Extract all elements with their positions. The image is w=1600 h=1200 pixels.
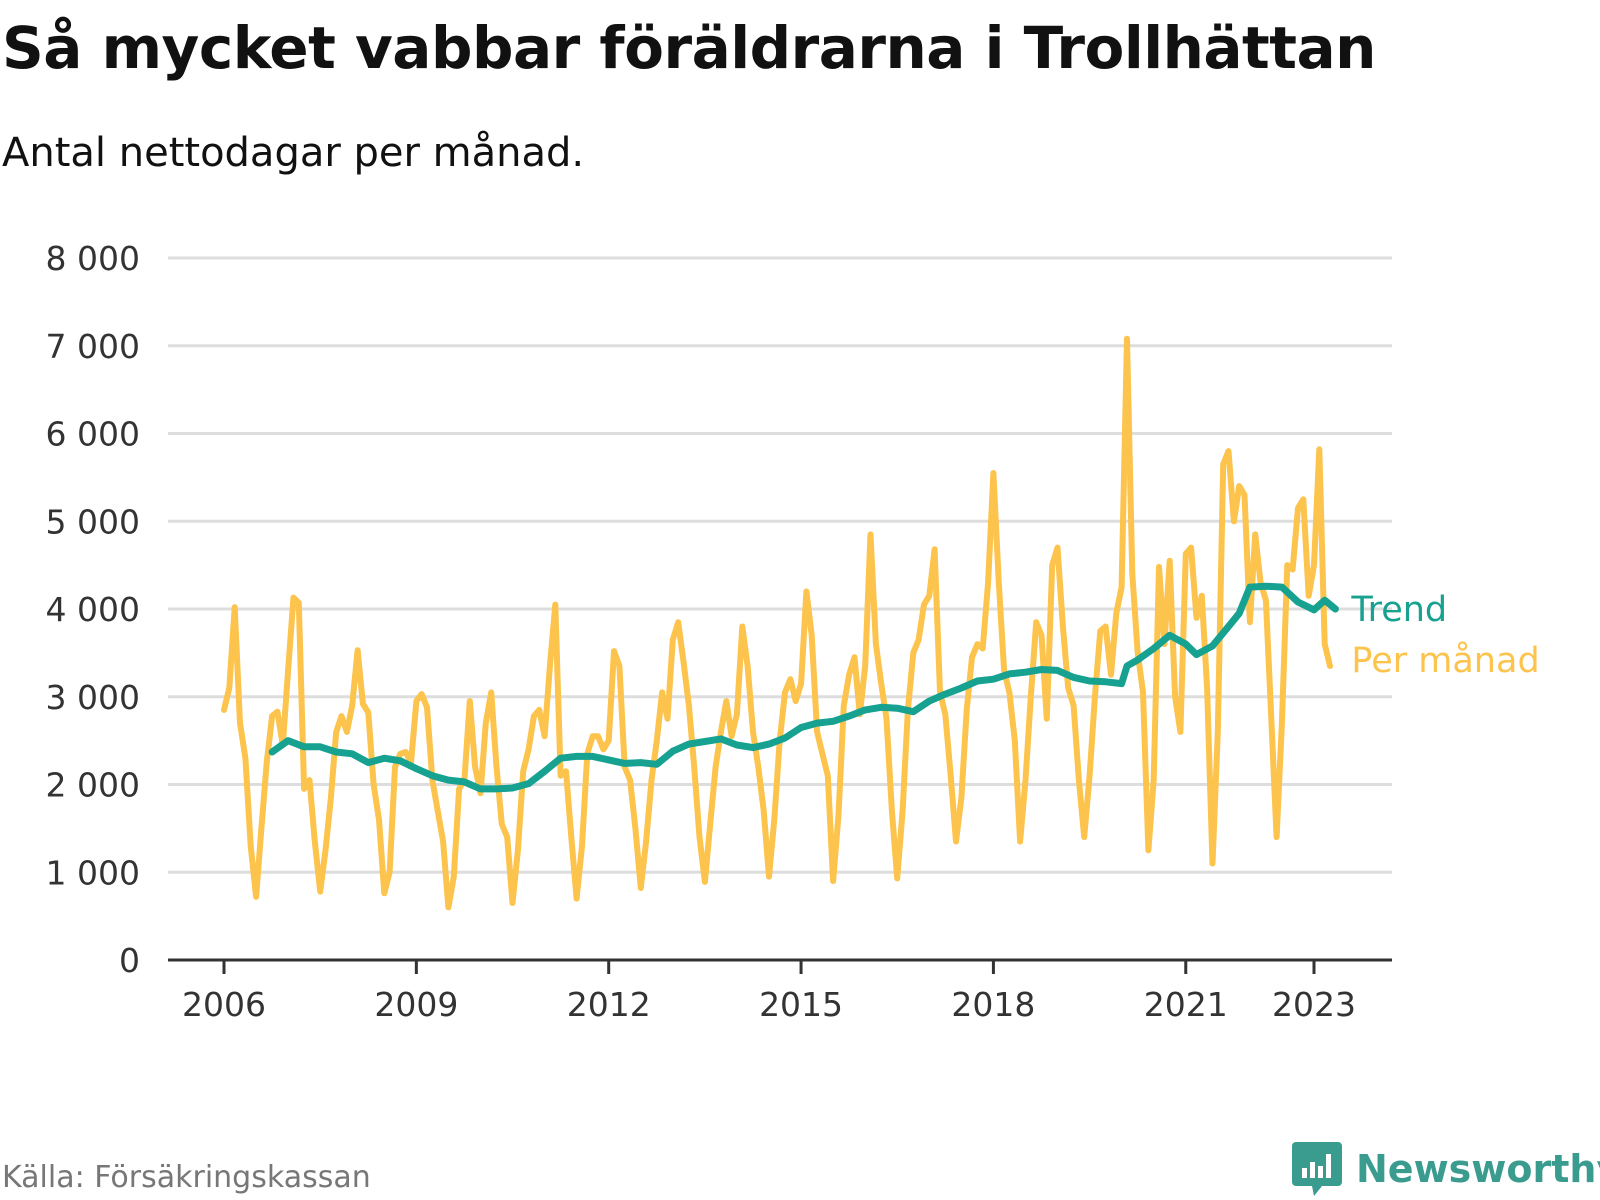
chart-subtitle: Antal nettodagar per månad. bbox=[2, 130, 585, 176]
inline-legend: Trend Per månad bbox=[1350, 590, 1539, 681]
x-tick-label: 2012 bbox=[567, 985, 651, 1024]
y-tick-label: 5 000 bbox=[46, 502, 140, 541]
y-tick-label: 7 000 bbox=[46, 327, 140, 366]
x-tick-label: 2009 bbox=[374, 985, 458, 1024]
y-axis-tick-labels: 0 1 000 2 000 3 000 4 000 5 000 6 000 7 000 8 00… bbox=[46, 239, 140, 980]
y-tick-label: 2 000 bbox=[46, 766, 140, 805]
x-tick-label: 2023 bbox=[1272, 985, 1356, 1024]
y-tick-label: 3 000 bbox=[46, 678, 140, 717]
legend-label-per-manad: Per månad bbox=[1351, 640, 1539, 681]
y-tick-label: 4 000 bbox=[46, 590, 140, 629]
bar-chart-speech-bubble-icon bbox=[1292, 1142, 1342, 1196]
x-tick-label: 2006 bbox=[182, 985, 266, 1024]
series-line-per-manad bbox=[221, 335, 1333, 911]
x-tick-label: 2015 bbox=[759, 985, 843, 1024]
series-line-trend bbox=[268, 582, 1339, 793]
y-tick-label: 8 000 bbox=[46, 239, 140, 278]
y-tick-label: 6 000 bbox=[46, 415, 140, 454]
y-tick-label: 1 000 bbox=[46, 853, 140, 892]
brand-logo: Newsworthy bbox=[1292, 1140, 1600, 1198]
y-tick-label: 0 bbox=[119, 941, 140, 980]
x-tick-label: 2018 bbox=[951, 985, 1035, 1024]
line-chart: 0 1 000 2 000 3 000 4 000 5 000 6 000 7 000 8 00… bbox=[46, 239, 1540, 1024]
source-note: Källa: Försäkringskassan bbox=[2, 1160, 371, 1195]
legend-label-trend: Trend bbox=[1350, 590, 1447, 630]
x-tick-label: 2021 bbox=[1144, 985, 1228, 1024]
chart-title: Så mycket vabbar föräldrarna i Trollhätt… bbox=[2, 14, 1376, 82]
gridlines bbox=[168, 256, 1392, 874]
series-lines bbox=[221, 335, 1339, 911]
x-axis: 2006 2009 2012 2015 2018 2021 2023 bbox=[168, 958, 1392, 1024]
brand-name: Newsworthy bbox=[1356, 1147, 1600, 1191]
